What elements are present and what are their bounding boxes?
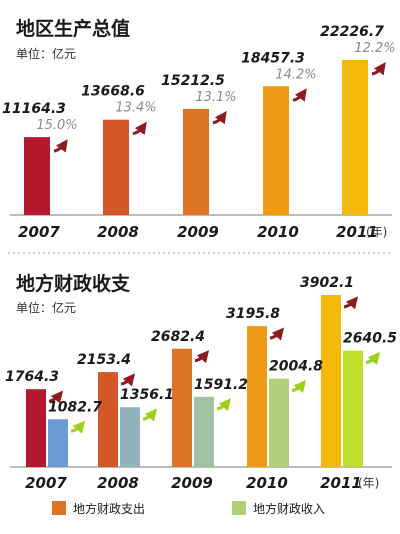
growth-arrow-icon [291, 379, 307, 394]
x-tick-gdp-2010: 2010 [257, 223, 299, 241]
growth-arrow-icon [269, 327, 285, 341]
chart2-labels: 1764.3 1082.7 2007 2153.4 1356.1 2008 2682.4 15… [5, 275, 397, 492]
chart1-labels: 11164.315.0%200713668.613.4%200815212.51… [2, 24, 396, 241]
bar-revenue-2008 [120, 407, 140, 467]
growth-label-gdp-2007: 15.0% [36, 118, 77, 133]
growth-label-gdp-2008: 13.4% [115, 101, 156, 116]
growth-arrow-icon [53, 139, 68, 153]
value-label-revenue-2010: 2004.8 [269, 359, 323, 375]
bar-expenditure-2007 [26, 389, 46, 467]
value-label-expenditure-2007: 1764.3 [5, 369, 59, 385]
value-label-gdp-2008: 13668.6 [81, 84, 145, 100]
growth-arrow-icon [343, 296, 359, 310]
legend-label-revenue: 地方财政收入 [253, 501, 325, 516]
chart1-x-unit: (年) [366, 225, 387, 239]
value-label-gdp-2009: 15212.5 [161, 73, 225, 89]
value-label-revenue-2011: 2640.5 [343, 331, 397, 347]
growth-arrow-icon [216, 398, 232, 412]
chart2-legend: 地方财政支出 地方财政收入 [52, 501, 325, 516]
chart2-unit: 单位：亿元 [16, 300, 76, 315]
value-label-revenue-2009: 1591.2 [194, 377, 248, 393]
x-tick-gdp-2007: 2007 [18, 223, 60, 241]
x-tick-gdp-2008: 2008 [97, 223, 139, 241]
x-tick-gdp-2011: 2011 [336, 223, 378, 241]
chart1-unit: 单位：亿元 [16, 46, 76, 61]
value-label-gdp-2007: 11164.3 [2, 101, 66, 117]
legend-swatch-expenditure [52, 501, 66, 515]
value-label-expenditure-2010: 3195.8 [226, 306, 280, 322]
legend-swatch-revenue [232, 501, 246, 515]
bar-gdp-2011 [342, 60, 368, 215]
value-label-revenue-2008: 1356.1 [120, 387, 174, 403]
bar-expenditure-2009 [172, 348, 192, 467]
bar-expenditure-2010 [247, 326, 267, 467]
value-label-revenue-2007: 1082.7 [48, 399, 102, 415]
growth-arrow-icon [292, 88, 307, 102]
bar-gdp-2008 [103, 119, 129, 215]
growth-label-gdp-2011: 12.2% [354, 41, 395, 56]
growth-arrow-icon [70, 420, 86, 434]
legend-label-expenditure: 地方财政支出 [73, 501, 145, 516]
bar-revenue-2011 [343, 350, 363, 467]
growth-arrow-icon [371, 62, 386, 76]
value-label-gdp-2011: 22226.7 [320, 24, 384, 40]
growth-arrow-icon [132, 121, 147, 136]
bar-expenditure-2011 [321, 295, 341, 467]
growth-label-gdp-2010: 14.2% [275, 67, 316, 82]
bar-expenditure-2008 [98, 372, 118, 467]
value-label-gdp-2010: 18457.3 [241, 50, 305, 66]
chart1-title: 地区生产总值 [16, 17, 130, 40]
growth-arrow-icon [212, 111, 227, 125]
x-tick-fiscal-2007: 2007 [25, 474, 67, 492]
chart2-title: 地方财政收支 [16, 272, 131, 295]
growth-arrow-icon [194, 350, 210, 364]
growth-arrow-icon [142, 408, 158, 422]
bar-revenue-2007 [48, 419, 68, 467]
x-tick-fiscal-2010: 2010 [246, 474, 288, 492]
growth-arrow-icon [120, 373, 136, 387]
x-tick-fiscal-2008: 2008 [97, 474, 139, 492]
growth-arrow-icon [48, 390, 64, 404]
value-label-expenditure-2009: 2682.4 [151, 329, 205, 345]
x-tick-fiscal-2009: 2009 [171, 474, 213, 492]
value-label-expenditure-2011: 3902.1 [300, 275, 354, 291]
bar-revenue-2009 [194, 396, 214, 467]
chart2-x-unit: (年) [358, 476, 379, 490]
bar-revenue-2010 [269, 378, 289, 467]
chart2-bars [26, 295, 381, 467]
chart1-bars [24, 60, 386, 215]
value-label-expenditure-2008: 2153.4 [77, 352, 131, 368]
growth-arrow-icon [365, 351, 381, 365]
x-tick-fiscal-2011: 2011 [320, 474, 362, 492]
bar-gdp-2009 [183, 108, 209, 215]
bar-gdp-2007 [24, 137, 50, 215]
growth-label-gdp-2009: 13.1% [195, 90, 236, 105]
x-tick-gdp-2009: 2009 [177, 223, 219, 241]
bar-gdp-2010 [263, 86, 289, 215]
